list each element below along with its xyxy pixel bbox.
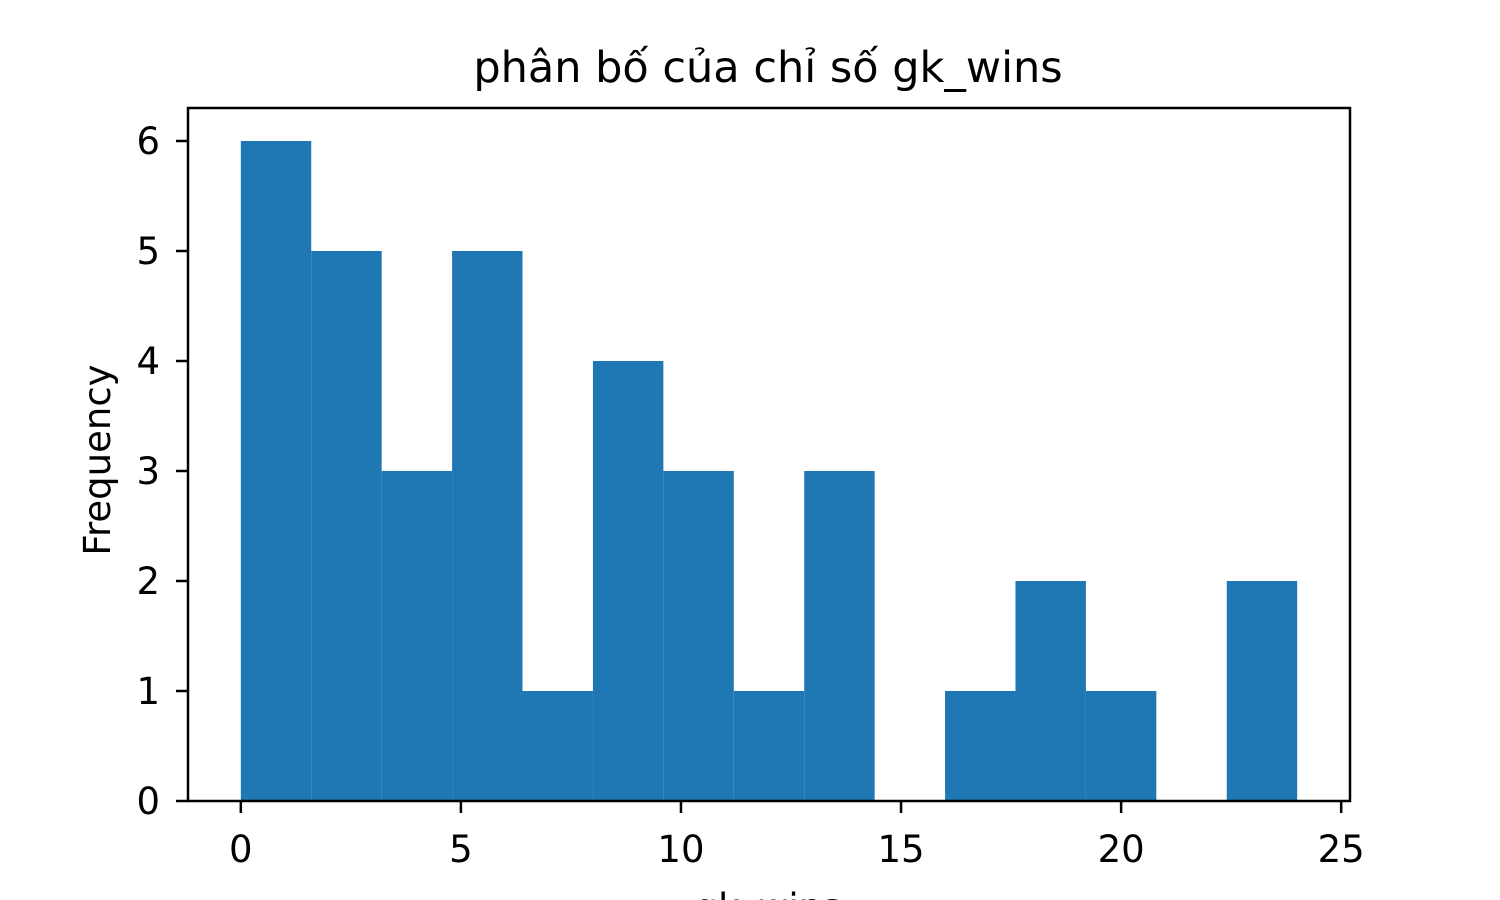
histogram-bar-12: [1015, 581, 1086, 801]
histogram-bar-6: [592, 361, 664, 801]
x-tick-label: 20: [1098, 828, 1145, 871]
x-tick-label: 5: [449, 828, 473, 871]
histogram-bar-9: [804, 471, 875, 801]
x-tick-label: 0: [229, 828, 253, 871]
y-tick-label: 1: [136, 670, 160, 713]
histogram-bar-13: [1085, 691, 1157, 801]
histogram-bar-4: [452, 251, 523, 801]
bars-group: [240, 141, 1298, 801]
y-tick-label: 0: [136, 780, 160, 823]
histogram-bar-15: [1226, 581, 1298, 801]
x-tick-label: 10: [657, 828, 704, 871]
y-tick-label: 5: [136, 230, 160, 273]
y-axis-label: Frequency: [76, 364, 119, 555]
histogram-bar-1: [240, 141, 312, 801]
y-tick-label: 3: [136, 450, 160, 493]
histogram-bar-7: [663, 471, 734, 801]
y-tick-label: 6: [136, 120, 160, 163]
histogram-bar-5: [522, 691, 593, 801]
histogram-bar-3: [381, 471, 453, 801]
x-tick-label: 25: [1318, 828, 1365, 871]
y-tick-label: 4: [136, 340, 160, 383]
histogram-bar-8: [733, 691, 805, 801]
x-tick-label: 15: [877, 828, 924, 871]
histogram-bar-11: [945, 691, 1016, 801]
y-axis-ticks: 0 1 2 3 4 5 6: [136, 120, 188, 823]
plot-frame: [186, 106, 1352, 803]
chart-title: phân bố của chỉ số gk_wins: [473, 43, 1062, 93]
y-tick-label: 2: [136, 560, 160, 603]
x-axis-ticks: 0 5 10 15 20 25: [229, 801, 1365, 871]
x-axis-label: gk_wins: [695, 886, 842, 900]
histogram-bar-2: [311, 251, 382, 801]
